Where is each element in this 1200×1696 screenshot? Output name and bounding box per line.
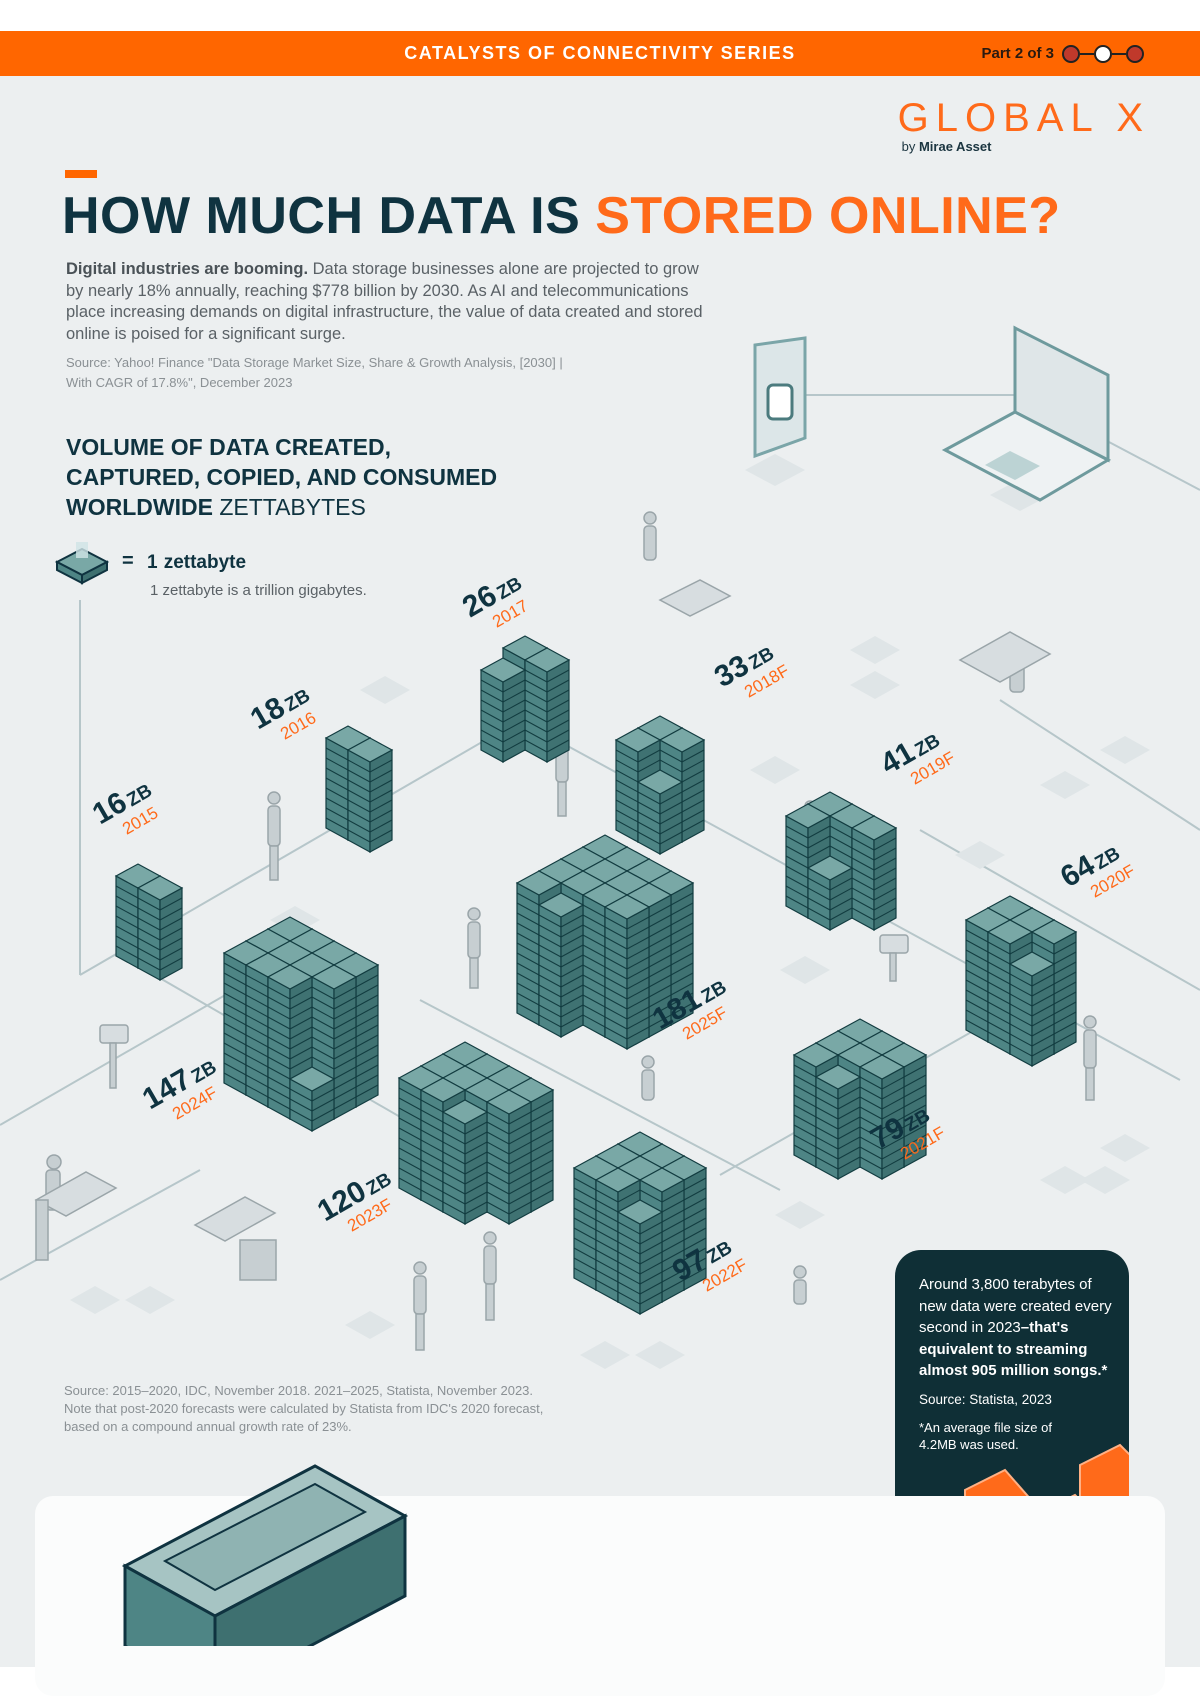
title-dark: HOW MUCH DATA IS [62,187,596,245]
server-column [850,815,898,932]
part-dots [1062,44,1144,63]
server-column [479,657,527,764]
part-dot-2[interactable] [1094,44,1112,63]
person-icon [267,791,281,881]
intro-body: Data storage businesses alone are projec… [66,260,703,343]
server-column [603,894,651,1051]
server-column [523,647,571,764]
person-icon [793,1265,807,1305]
server-column [814,1064,862,1181]
server-stacks [114,635,1078,1316]
desk-icon [34,1171,118,1261]
laptop-icon [941,325,1112,502]
person-icon [643,511,657,561]
person-icon [483,1231,497,1321]
server-column [858,1054,906,1181]
legend-note: 1 zettabyte is a trillion gigabytes. [150,582,367,599]
accent-bar [65,170,97,178]
fact-source: Source: Statista, 2023 [919,1392,1052,1407]
server-stack-2018F [614,715,706,856]
title-orange: STORED ONLINE? [595,187,1061,245]
part-dot-3[interactable] [1126,44,1144,63]
series-title: CATALYSTS OF CONNECTIVITY SERIES [404,43,796,63]
part-label: Part 2 of 3 [981,45,1054,62]
chart-unit: ZETTABYTES [219,494,366,520]
person-icon [467,907,481,989]
part-indicator: Part 2 of 3 [981,31,1144,76]
person-icon [1083,1015,1097,1101]
server-stack-2019F [784,791,898,932]
pallet-jack-icon [658,579,732,617]
brand-logo: GLOBAL X by Mirae Asset [898,96,1150,154]
intro-lead: Digital industries are booming. [66,260,309,278]
market-source: Source: Yahoo! Finance "Data Storage Mar… [66,355,563,390]
bottom-card [35,1464,1165,1696]
fact-note: *An average file size of 4.2MB was used. [919,1420,1052,1452]
kiosk-icon [879,934,909,982]
server-column [636,769,684,856]
server-stack-2017 [479,635,571,764]
workstation-icon [193,1196,277,1281]
server-column [1008,951,1056,1068]
building-icon [121,1464,409,1646]
server-column [616,1199,664,1316]
brand-byline: by Mirae Asset [901,139,992,154]
server-column [485,1089,533,1226]
desk-icon [958,631,1052,683]
legend-value: 1 zettabyte [147,552,247,573]
server-column [806,855,854,932]
server-stack-2023F [397,1041,555,1226]
series-banner: CATALYSTS OF CONNECTIVITY SERIES [0,31,1200,76]
brand-name: GLOBAL X [897,96,1150,140]
server-column [288,1066,336,1133]
server-stack-2020F [964,895,1078,1068]
server-stack-2024F [222,916,380,1133]
person-icon [641,1055,655,1101]
server-column [346,737,394,854]
server-stack-2021F [792,1018,928,1181]
server-stack-2016 [324,725,394,854]
server-unit-icon [54,542,110,585]
chart-source: Source: 2015–2020, IDC, November 2018. 2… [64,1383,544,1434]
floor-tiles [70,454,1150,1369]
intro-paragraph: Digital industries are booming. Data sto… [66,259,706,345]
server-column [136,875,184,982]
server-column [537,892,585,1039]
kiosk-icon [99,1024,129,1089]
chart-title: VOLUME OF DATA CREATED, CAPTURED, COPIED… [66,434,498,520]
server-column [441,1099,489,1226]
server-stack-2022F [572,1131,708,1316]
server-stack-2025F [515,834,695,1051]
server-stack-2015 [114,863,184,982]
part-dot-1[interactable] [1062,44,1080,63]
sim-card-icon [753,336,807,459]
page-title: HOW MUCH DATA IS STORED ONLINE? [62,186,1061,246]
fact-text: Around 3,800 terabytes of new data were … [919,1276,1112,1379]
person-icon [413,1261,427,1351]
